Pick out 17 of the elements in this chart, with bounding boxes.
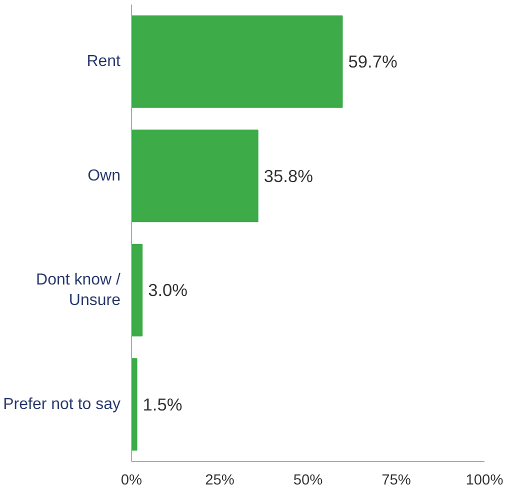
x-tick-label: 75% xyxy=(382,472,411,488)
y-tick-label: Dont know / Unsure xyxy=(36,271,122,309)
y-tick-label: Own xyxy=(88,167,121,184)
x-tick-label: 0% xyxy=(120,472,142,488)
data-label: 1.5% xyxy=(142,394,182,414)
bar xyxy=(132,15,343,108)
y-tick-label: Rent xyxy=(86,53,122,70)
bar xyxy=(132,244,143,336)
x-tick-label: 25% xyxy=(205,472,234,488)
bar xyxy=(132,130,258,222)
y-tick-label: Prefer not to say xyxy=(3,396,120,413)
data-label: 3.0% xyxy=(148,280,188,300)
data-label: 35.8% xyxy=(264,166,314,186)
bar xyxy=(132,358,138,451)
data-label: 59.7% xyxy=(348,52,398,72)
x-tick-label: 100% xyxy=(466,472,504,488)
x-tick-label: 50% xyxy=(293,472,323,488)
